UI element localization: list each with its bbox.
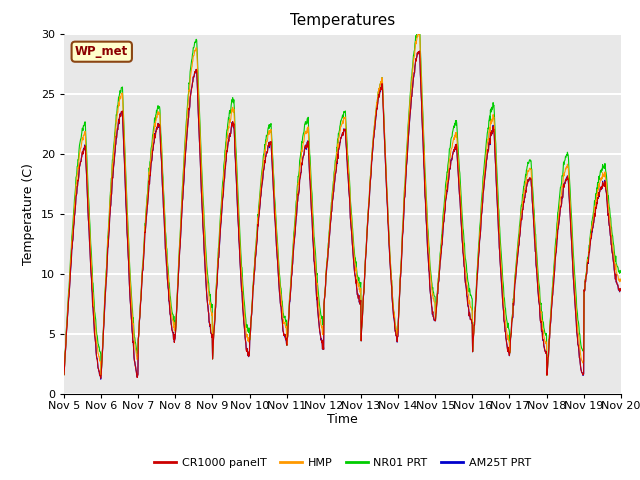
Text: WP_met: WP_met <box>75 45 129 58</box>
Y-axis label: Temperature (C): Temperature (C) <box>22 163 35 264</box>
Legend: CR1000 panelT, HMP, NR01 PRT, AM25T PRT: CR1000 panelT, HMP, NR01 PRT, AM25T PRT <box>150 453 535 472</box>
Title: Temperatures: Temperatures <box>290 13 395 28</box>
X-axis label: Time: Time <box>327 413 358 426</box>
